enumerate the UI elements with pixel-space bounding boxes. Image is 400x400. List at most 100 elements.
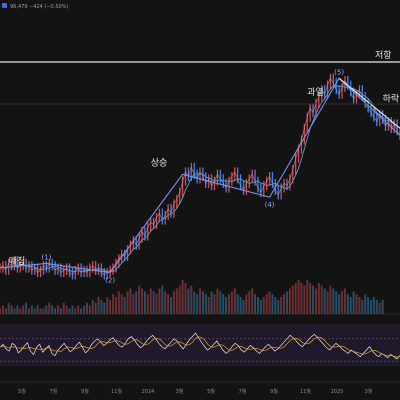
- volume-bar: [71, 305, 74, 314]
- volume-bar: [230, 291, 233, 314]
- volume-bar: [149, 288, 152, 314]
- volume-bar: [56, 305, 59, 314]
- volume-bar: [277, 299, 280, 314]
- x-tick-label: 11월: [300, 388, 311, 395]
- volume-bar: [323, 288, 326, 314]
- volume-bar: [27, 308, 30, 314]
- volume-bar: [314, 288, 317, 314]
- price-readout: 96,479 −424 (−0.50%): [10, 4, 68, 10]
- wave-label: (2): [105, 277, 115, 285]
- volume-bar: [178, 285, 181, 314]
- volume-bar: [155, 294, 158, 314]
- volume-bar: [143, 291, 146, 314]
- x-tick-label: 11월: [111, 388, 122, 395]
- volume-bar: [236, 294, 239, 314]
- oscillator-pane: [0, 332, 400, 362]
- resistance-label: 저항: [375, 50, 392, 61]
- volume-bar: [210, 291, 213, 314]
- volume-bar: [54, 308, 57, 314]
- x-tick-label: 7월: [239, 388, 247, 395]
- trend-line: [0, 77, 400, 274]
- volume-bar: [352, 291, 355, 314]
- volume-bar: [109, 299, 112, 314]
- volume-bar: [381, 299, 384, 314]
- volume-bar: [201, 291, 204, 314]
- volume-bar: [367, 297, 370, 314]
- volume-bar: [280, 297, 283, 314]
- volume-bar: [184, 282, 187, 314]
- volume-bar: [335, 291, 338, 314]
- volume-bar: [291, 285, 294, 314]
- volume-bar: [152, 291, 155, 314]
- volume-bar: [132, 294, 135, 314]
- volume-bar: [141, 288, 144, 314]
- volume-bar: [120, 294, 123, 314]
- volume-bar: [187, 288, 190, 314]
- volume-bar: [349, 297, 352, 314]
- volume-bar: [13, 308, 16, 314]
- volume-bar: [245, 294, 248, 314]
- volume-bar: [172, 291, 175, 314]
- oscillator-signal-line: [0, 336, 400, 358]
- volume-bar: [175, 288, 178, 314]
- volume-bar: [91, 299, 94, 314]
- volume-bar: [312, 285, 315, 314]
- volume-bar: [251, 288, 254, 314]
- x-tick-label: 2025: [331, 389, 344, 395]
- volume-bar: [4, 308, 7, 314]
- wave-label: (5): [334, 68, 344, 76]
- volume-bar: [196, 294, 199, 314]
- volume-bar: [25, 302, 28, 314]
- oscillator-band: [0, 324, 400, 366]
- volume-bar: [199, 288, 201, 314]
- volume-bar: [59, 308, 62, 314]
- volume-bar: [39, 308, 42, 314]
- volume-bar: [268, 291, 271, 314]
- volume-bar: [167, 294, 170, 314]
- volume-bar: [378, 302, 381, 314]
- volume-bar: [10, 305, 13, 314]
- volume-bar: [372, 297, 375, 314]
- x-axis: 5월 7월 9월 11월 2024 3월 5월 7월 9월 11월 2025 3월: [18, 388, 373, 395]
- volume-bar: [338, 294, 341, 314]
- volume-bar: [48, 302, 51, 314]
- volume-bar: [204, 294, 207, 314]
- moving-average-line: [0, 85, 400, 273]
- volume-bar: [341, 291, 344, 314]
- price-line: [0, 77, 400, 276]
- volume-bar: [242, 299, 245, 314]
- volume-bar: [22, 305, 25, 314]
- volume-bar: [297, 280, 300, 314]
- volume-bar: [303, 285, 306, 314]
- volume-bar: [100, 299, 103, 314]
- volume-bar: [129, 288, 132, 314]
- wave-label: (1): [41, 253, 51, 261]
- volume-bar: [271, 294, 274, 314]
- volume-bar: [225, 297, 228, 314]
- phase-annotation: 과열: [307, 87, 324, 98]
- volume-bar: [42, 308, 45, 314]
- volume-bar: [370, 299, 373, 314]
- volume-bar: [126, 291, 129, 314]
- volume-bar: [36, 305, 39, 314]
- volume-bar: [190, 285, 193, 314]
- volume-bar: [259, 299, 262, 314]
- volume-bar: [88, 305, 91, 314]
- wave-label: (4): [265, 201, 275, 209]
- volume-bar: [62, 302, 65, 314]
- volume-bar: [146, 294, 149, 314]
- volume-bar: [288, 288, 291, 314]
- volume-bar: [213, 294, 216, 314]
- volume-bar: [68, 308, 71, 314]
- volume-bar: [106, 297, 109, 314]
- volume-bar: [112, 294, 115, 314]
- x-tick-label: 5월: [207, 388, 215, 395]
- volume-bar: [51, 305, 54, 314]
- volume-bar: [248, 291, 251, 314]
- volume-bar: [227, 294, 230, 314]
- volume-bar: [19, 308, 22, 314]
- volume-bar: [164, 291, 167, 314]
- volume-bar: [265, 294, 268, 314]
